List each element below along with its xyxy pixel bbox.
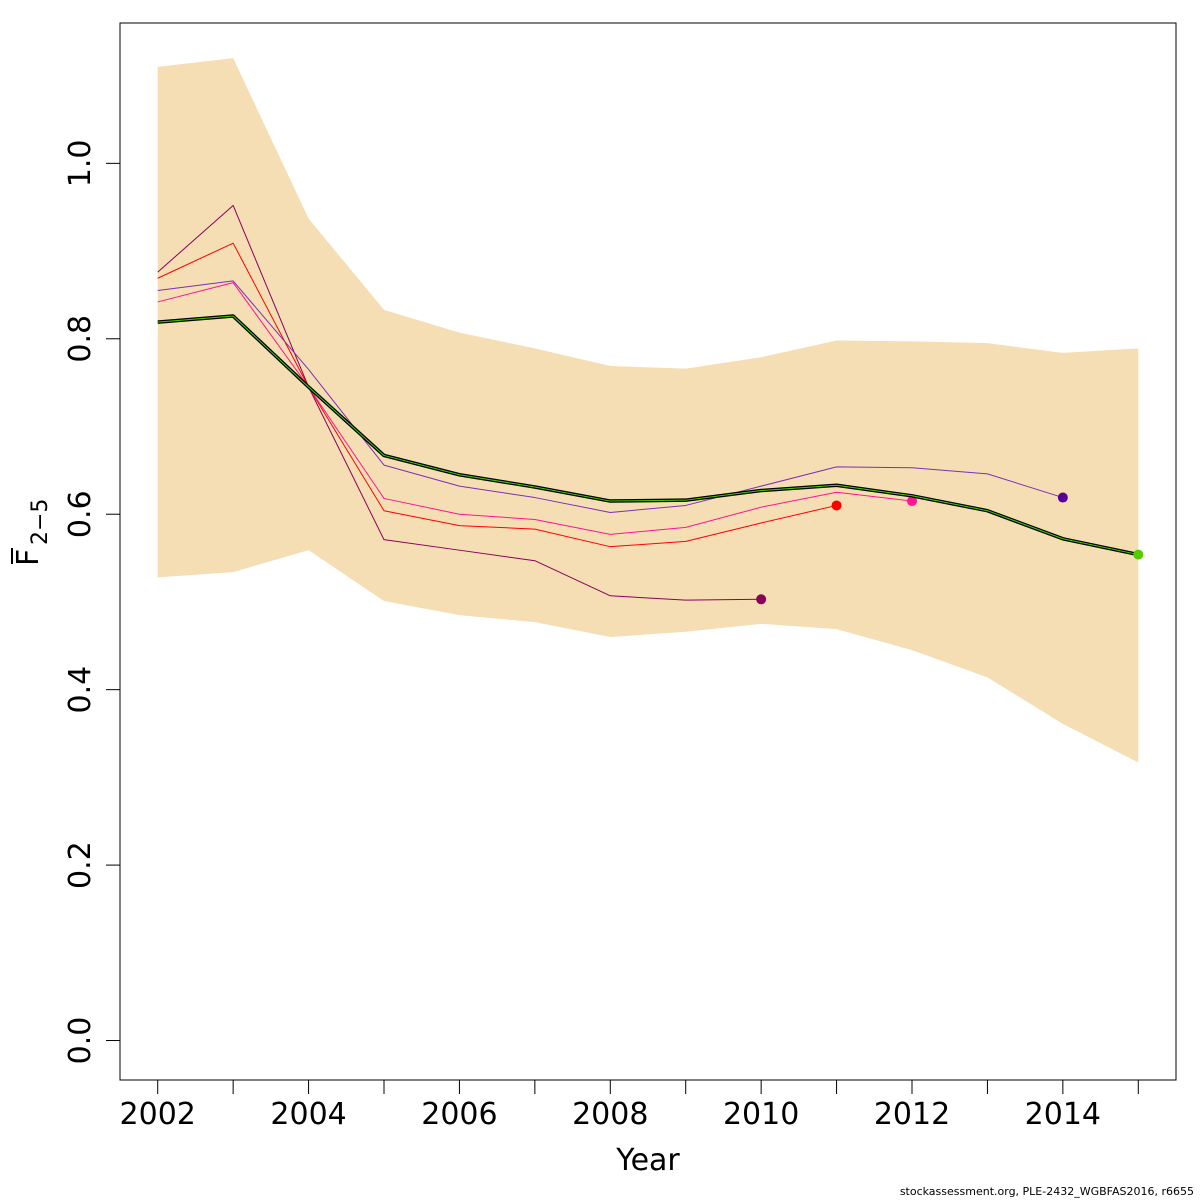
series-layer bbox=[157, 204, 1144, 605]
series-end-point bbox=[1057, 492, 1068, 503]
confidence-band bbox=[157, 58, 1139, 763]
x-axis-title: Year bbox=[615, 1143, 680, 1178]
series-line bbox=[157, 280, 1064, 513]
y-tick-label: 0.4 bbox=[63, 666, 98, 714]
x-axis: 2002 2004 2006 2008 2010 2012 2014 bbox=[120, 1079, 1139, 1132]
y-axis-title-main: F bbox=[11, 549, 46, 566]
y-tick-label: 0.2 bbox=[63, 841, 98, 889]
x-tick-label: 2010 bbox=[723, 1097, 799, 1132]
x-tick-label: 2008 bbox=[572, 1097, 648, 1132]
x-tick-label: 2012 bbox=[874, 1097, 950, 1132]
y-tick-label: 0.0 bbox=[63, 1017, 98, 1065]
y-tick-label: 0.6 bbox=[63, 490, 98, 538]
y-axis-title-sub: 2−5 bbox=[28, 499, 53, 545]
y-tick-label: 1.0 bbox=[63, 139, 98, 187]
x-tick-label: 2014 bbox=[1025, 1097, 1101, 1132]
x-tick-label: 2006 bbox=[421, 1097, 497, 1132]
y-axis: 0.0 0.2 0.4 0.6 0.8 1.0 bbox=[63, 139, 121, 1065]
x-tick-label: 2002 bbox=[120, 1097, 196, 1132]
series-line-highlight bbox=[157, 315, 1139, 556]
y-axis-title: F 2−5 bbox=[11, 499, 53, 566]
footer-credit: stockassessment.org, PLE-2432_WGBFAS2016… bbox=[899, 1185, 1194, 1198]
series-line bbox=[157, 242, 837, 548]
series-end-point bbox=[907, 496, 917, 507]
series-end-point bbox=[1133, 549, 1144, 560]
series-end-point bbox=[756, 594, 767, 605]
series-end-point bbox=[831, 500, 842, 511]
x-tick-label: 2004 bbox=[270, 1097, 346, 1132]
confidence-band-layer bbox=[157, 58, 1139, 763]
series-line bbox=[157, 204, 762, 601]
series-line bbox=[157, 282, 913, 535]
y-tick-label: 0.8 bbox=[63, 315, 98, 363]
